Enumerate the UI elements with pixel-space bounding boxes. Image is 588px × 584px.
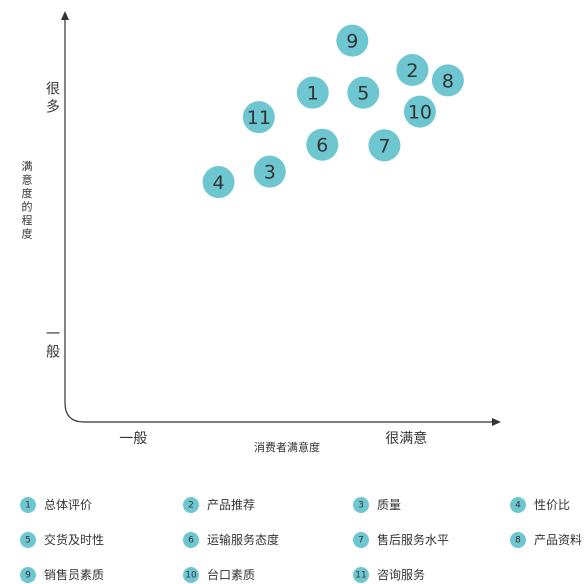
- data-point-label: 7: [378, 135, 390, 157]
- data-point-label: 9: [346, 31, 358, 53]
- legend-marker: [510, 532, 526, 548]
- data-point: 5: [347, 76, 380, 109]
- legend-label: 销售员素质: [44, 567, 104, 582]
- legend-marker: [510, 497, 526, 513]
- legend-label: 总体评价: [44, 498, 92, 512]
- legend-marker: [20, 567, 36, 583]
- legend-number: 2: [188, 501, 194, 511]
- legend-marker: [183, 532, 199, 548]
- data-point: 3: [253, 155, 286, 188]
- legend-number: 3: [358, 501, 364, 511]
- data-point-label: 5: [357, 83, 369, 105]
- data-point-marker: [396, 54, 429, 87]
- legend-number: 5: [25, 536, 31, 546]
- data-point: 4: [202, 166, 235, 199]
- y-tick-label: 一般: [46, 326, 60, 360]
- data-point-label: 2: [406, 60, 418, 82]
- data-point-marker: [202, 166, 235, 199]
- data-point: 10: [403, 95, 436, 128]
- data-point-marker: [403, 95, 436, 128]
- data-point: 11: [242, 101, 275, 134]
- axes: [61, 11, 501, 426]
- y-axis-title: 满意度的程度: [22, 160, 33, 241]
- legend-number: 11: [355, 571, 366, 581]
- legend-number: 8: [515, 536, 521, 546]
- data-point-label: 10: [408, 102, 432, 124]
- x-tick-label: 一般: [119, 431, 147, 447]
- legend-label: 交货及时性: [44, 532, 104, 547]
- data-point-marker: [368, 129, 401, 162]
- x-tick-label: 很满意: [385, 430, 427, 447]
- legend-item: 6 运输服务态度: [183, 532, 279, 548]
- legend-label: 售后服务水平: [377, 532, 449, 547]
- data-point-label: 8: [442, 70, 454, 92]
- legend-item: 9 销售员素质: [20, 567, 104, 583]
- data-point-marker: [336, 24, 369, 57]
- legend-item: 5 交货及时性: [20, 532, 104, 548]
- legend-marker: [183, 497, 199, 513]
- data-point-label: 4: [213, 172, 225, 194]
- legend-label: 运输服务态度: [207, 532, 279, 547]
- legend-marker: [353, 567, 369, 583]
- data-point: 9: [336, 24, 369, 57]
- data-point-label: 11: [247, 107, 271, 129]
- data-point: 6: [306, 128, 339, 161]
- data-points: 1 2 3 4 5 6 7 8 9 10 11: [202, 24, 464, 199]
- legend-item: 3 质量: [353, 497, 401, 513]
- legend-label: 性价比: [534, 498, 570, 512]
- legend-item: 7 售后服务水平: [353, 532, 449, 548]
- legend-label: 产品推荐: [207, 498, 255, 512]
- y-axis-title-text: 满意度的程度: [22, 160, 33, 241]
- legend-number: 1: [25, 501, 31, 511]
- legend-number: 6: [188, 536, 194, 546]
- data-point-marker: [296, 76, 329, 109]
- data-point-label: 3: [264, 162, 276, 184]
- axis-lines: [64, 18, 495, 423]
- data-point-marker: [306, 128, 339, 161]
- legend-label: 质量: [377, 498, 401, 512]
- legend-number: 7: [358, 536, 364, 546]
- data-point-label: 1: [307, 83, 319, 105]
- data-point-marker: [431, 64, 464, 97]
- legend-number: 9: [25, 571, 31, 581]
- legend-number: 4: [515, 501, 521, 511]
- legend-item: 11 咨询服务: [353, 567, 425, 583]
- data-point: 7: [368, 129, 401, 162]
- legend-marker: [20, 532, 36, 548]
- legend-label: 产品资料: [534, 533, 582, 547]
- legend-marker: [353, 532, 369, 548]
- legend-item: 1 总体评价: [20, 497, 92, 513]
- data-point-marker: [242, 101, 275, 134]
- x-axis-title: 消费者满意度: [254, 440, 320, 454]
- legend-item: 10 台口素质: [183, 567, 255, 583]
- legend-marker: [20, 497, 36, 513]
- data-point: 1: [296, 76, 329, 109]
- legend-number: 10: [185, 571, 197, 581]
- data-point-marker: [253, 155, 286, 188]
- data-point-label: 6: [316, 135, 328, 157]
- legend-label: 咨询服务: [377, 567, 425, 582]
- data-point-marker: [347, 76, 380, 109]
- legend-marker: [183, 567, 199, 583]
- y-tick-label: 很多: [46, 82, 60, 116]
- axis-titles: 消费者满意度 满意度的程度: [22, 160, 321, 454]
- data-point: 2: [396, 54, 429, 87]
- legend-item: 4 性价比: [510, 497, 570, 513]
- legend-item: 2 产品推荐: [183, 497, 255, 513]
- legend-item: 8 产品资料: [510, 532, 582, 548]
- data-point: 8: [431, 64, 464, 97]
- y-axis-arrow-icon: [61, 11, 69, 20]
- x-axis-arrow-icon: [492, 418, 501, 426]
- legend-label: 台口素质: [207, 567, 255, 582]
- legend-marker: [353, 497, 369, 513]
- legend: 1 总体评价 2 产品推荐 3 质量 4 性价比 5 交货及时性 6 运输服务态度 7 售后服务水平 8 产品…: [20, 497, 582, 583]
